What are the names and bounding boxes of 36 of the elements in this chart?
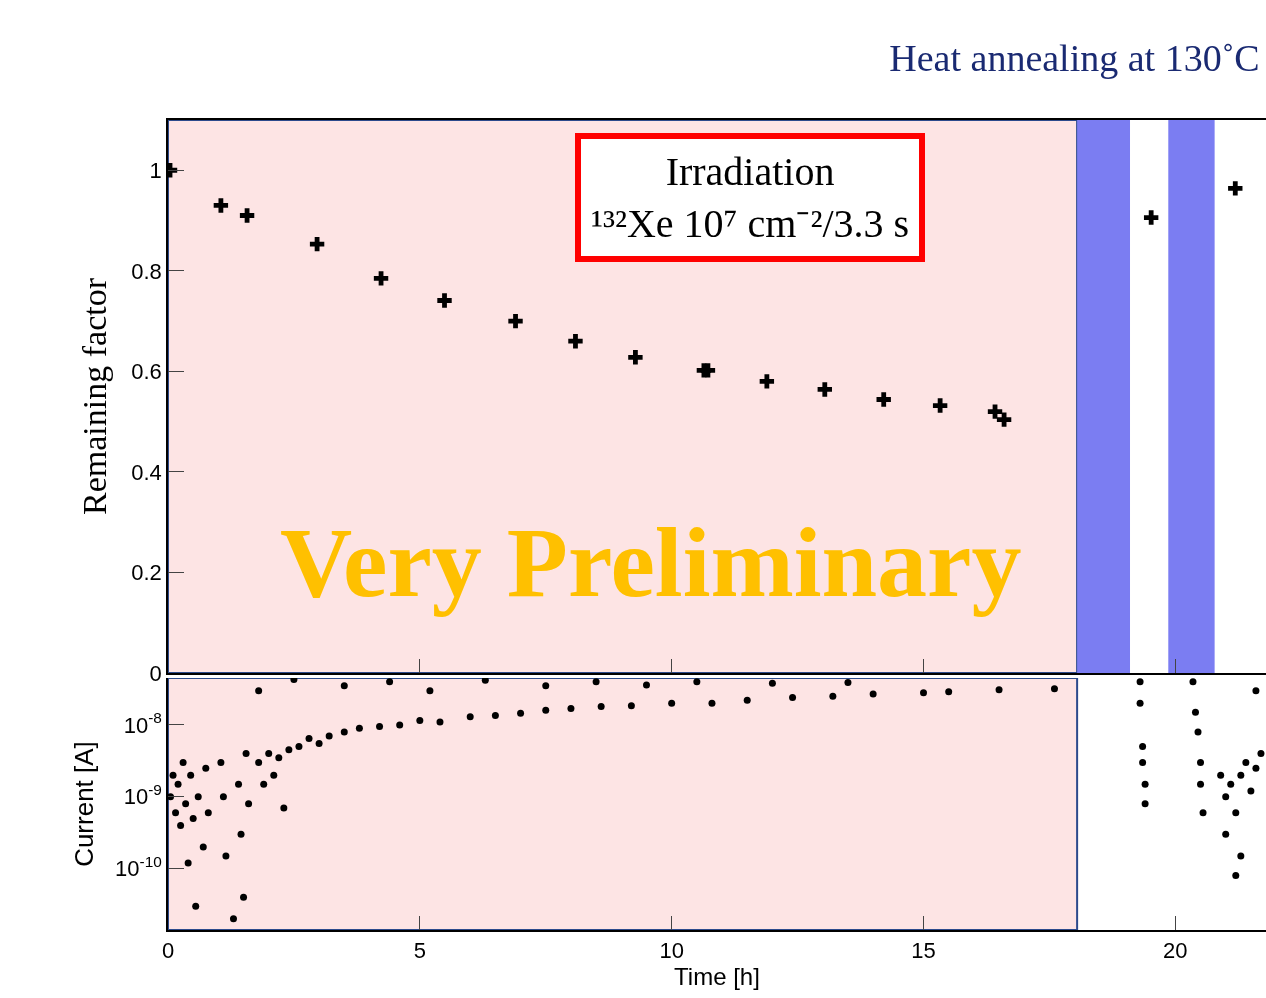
point xyxy=(568,334,583,349)
annotation: Very Preliminary xyxy=(280,507,1022,618)
annotation: Irradiation ¹³²Xe 10⁷ cm⁻²/3.3 s xyxy=(591,149,910,246)
point xyxy=(437,293,452,308)
y-tick-label: 1 xyxy=(149,157,162,183)
point xyxy=(309,236,325,252)
y-axis-title: Current [A] xyxy=(69,741,100,867)
point xyxy=(996,412,1012,427)
y-tick-label: 0.2 xyxy=(131,560,162,586)
y-axis-title: Remaining factor xyxy=(76,277,114,515)
y-tick-label: 10$^{-10}$ xyxy=(115,853,162,882)
point xyxy=(373,271,389,286)
x-tick-label: 20 xyxy=(1163,938,1188,964)
y-tick-label: 10$^{-8}$ xyxy=(123,709,162,738)
x-tick-label: 5 xyxy=(413,938,426,964)
point xyxy=(876,392,891,407)
point xyxy=(1143,210,1159,225)
point xyxy=(817,382,832,397)
y-tick-label: 0 xyxy=(149,660,162,686)
point xyxy=(213,198,229,213)
point xyxy=(987,404,1003,419)
point xyxy=(759,374,775,389)
y-tick-label: 0.6 xyxy=(131,359,162,385)
point xyxy=(628,350,643,365)
y-tick-label: 10$^{-9}$ xyxy=(123,781,162,810)
x-tick-label: 15 xyxy=(911,938,936,964)
y-tick-label: 0.4 xyxy=(131,459,162,485)
x-tick-label: 10 xyxy=(659,938,684,964)
point xyxy=(239,208,255,223)
point xyxy=(508,313,523,329)
point xyxy=(700,363,716,378)
chart-title: Heat annealing at 130˚C xyxy=(889,37,1260,80)
point xyxy=(932,398,948,413)
y-tick-label: 0.8 xyxy=(131,258,162,284)
point xyxy=(1228,181,1243,196)
x-axis-title: Time [h] xyxy=(674,963,760,991)
